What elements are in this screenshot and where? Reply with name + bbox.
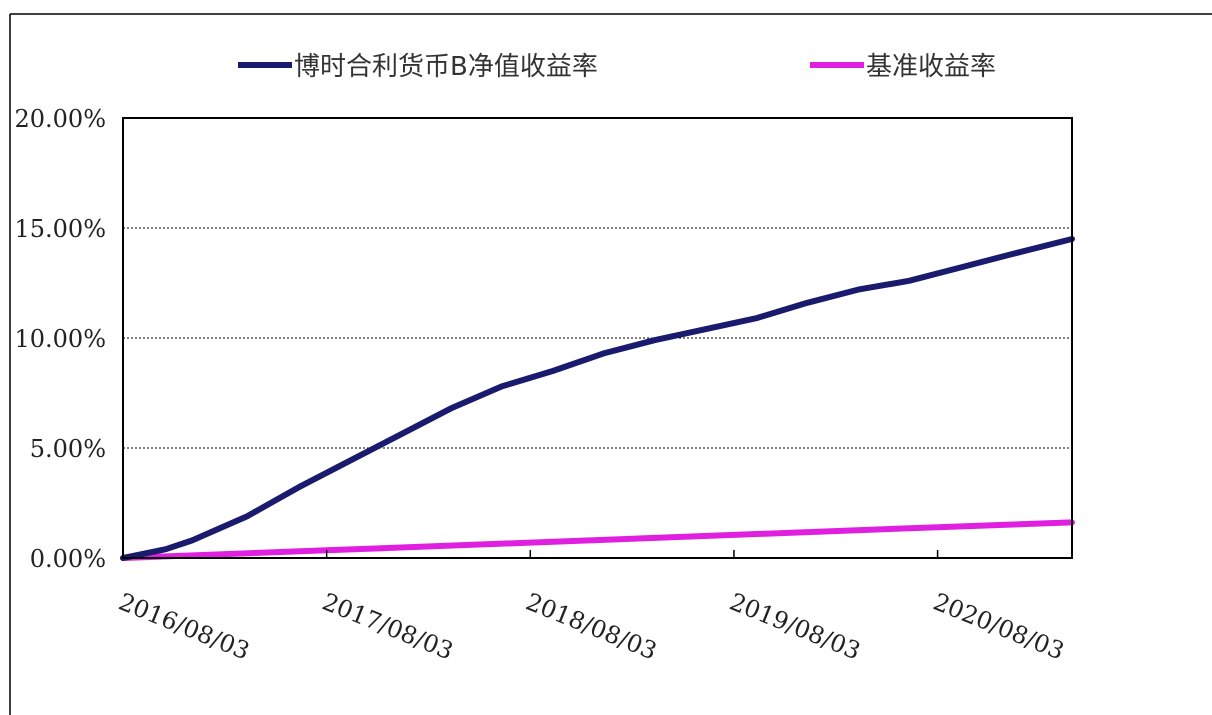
legend: 博时合利货币B净值收益率 基准收益率 [238,52,996,82]
y-tick-label: 10.00% [14,325,106,353]
gridlines [123,227,1072,449]
legend-label-series-2: 基准收益率 [866,52,996,82]
y-tick-label: 15.00% [14,215,106,243]
y-tick-label: 5.00% [30,435,106,463]
plot-area [122,117,1073,559]
y-tick-label: 20.00% [14,105,106,133]
y-axis: 0.00% 5.00% 10.00% 15.00% 20.00% [14,105,106,573]
series-line-2 [120,519,1075,561]
legend-label-series-1: 博时合利货币B净值收益率 [294,52,598,82]
x-axis: 2016/08/03 2017/08/03 2018/08/03 2019/08/03… [115,550,1068,665]
x-tick-label: 2016/08/03 [115,588,254,666]
y-tick-label: 0.00% [30,545,106,573]
x-tick-label: 2017/08/03 [318,588,457,666]
x-tick-label: 2019/08/03 [726,588,865,666]
series-layer [120,236,1075,561]
x-tick-label: 2018/08/03 [522,588,661,666]
x-tick-label: 2020/08/03 [929,588,1068,666]
series-line-1 [120,236,1075,561]
